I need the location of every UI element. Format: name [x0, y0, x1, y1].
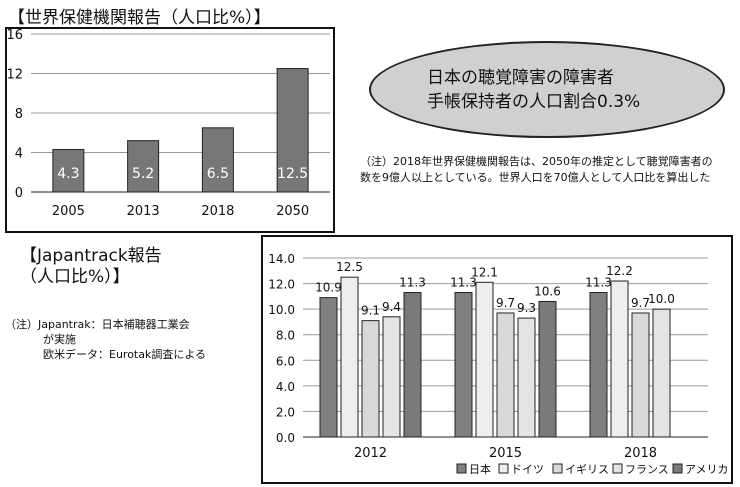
data-label: 10.0: [648, 292, 675, 306]
japantrack-title-line-2: （人口比%）】: [20, 267, 130, 287]
y-tick-label: 8.0: [276, 329, 295, 343]
callout-line-2: 手帳保持者の人口割合0.3%: [427, 91, 641, 112]
bar: [454, 292, 473, 438]
y-tick-label: 0: [15, 186, 23, 201]
legend-label: イギリス: [565, 463, 609, 476]
bar: [496, 312, 515, 438]
japantrack-note-line-1: （注）Japantrak：日本補聴器工業会: [5, 318, 190, 331]
bar: [361, 320, 380, 438]
data-label: 9.7: [631, 296, 650, 310]
data-label: 6.5: [207, 166, 229, 182]
x-tick-label: 2013: [127, 204, 160, 219]
y-tick-label: 0.0: [276, 431, 295, 445]
bar: [201, 127, 234, 193]
data-label: 10.9: [315, 281, 342, 295]
bar: [319, 297, 338, 438]
x-tick-label: 2005: [52, 204, 85, 219]
x-tick-label: 2018: [624, 446, 657, 461]
y-tick-label: 4: [15, 147, 23, 162]
data-label: 9.1: [361, 304, 380, 318]
who-chart-note: （注）2018年世界保健機関報告は、2050年の推定として聴覚障害者の数を9億人…: [360, 155, 713, 184]
y-tick-label: 14.0: [268, 252, 295, 266]
who-chart-title: 【世界保健機関報告（人口比%）】: [8, 8, 271, 28]
data-label: 11.3: [450, 276, 477, 290]
data-label: 12.2: [606, 264, 633, 278]
data-label: 9.7: [496, 296, 515, 310]
y-tick-label: 12: [6, 68, 23, 83]
x-tick-label: 2012: [354, 446, 387, 461]
y-tick-label: 12.0: [268, 278, 295, 292]
legend-swatch: [612, 463, 623, 474]
statistic-callout: 日本の聴覚障害の障害者 手帳保持者の人口割合0.3%: [369, 41, 725, 138]
bar: [276, 68, 309, 193]
y-tick-label: 4.0: [276, 380, 295, 394]
chart-frame: [261, 235, 733, 484]
data-label: 4.3: [57, 166, 79, 182]
japantrack-note-line-2: が実施: [43, 333, 76, 346]
bar: [475, 281, 494, 438]
legend-swatch: [672, 463, 683, 474]
data-label: 12.1: [471, 265, 498, 279]
japantrack-note-line-3: 欧米データ：Eurotak調査による: [43, 348, 207, 361]
bar: [52, 149, 85, 193]
x-tick-label: 2050: [276, 204, 309, 219]
bar: [538, 300, 557, 438]
y-tick-label: 8: [15, 107, 23, 122]
legend-label: 日本: [469, 462, 491, 476]
callout-line-1: 日本の聴覚障害の障害者: [427, 67, 614, 88]
bar: [382, 316, 401, 438]
data-label: 11.3: [399, 276, 426, 290]
legend-swatch: [552, 463, 563, 474]
bar: [652, 308, 671, 438]
data-label: 12.5: [336, 260, 363, 274]
bar: [610, 280, 629, 438]
data-label: 9.3: [517, 301, 536, 315]
japantrack-chart-title: 【Japantrack報告 （人口比%）】: [20, 246, 162, 288]
bar: [127, 140, 160, 193]
bar: [403, 292, 422, 438]
legend-swatch: [456, 463, 467, 474]
bar: [589, 292, 608, 438]
bar: [340, 276, 359, 438]
y-tick-label: 16: [6, 28, 23, 43]
data-label: 5.2: [132, 166, 154, 182]
japantrack-chart-note: （注）Japantrak：日本補聴器工業会 が実施 欧米データ：Eurotak調…: [5, 317, 206, 362]
x-tick-label: 2015: [489, 446, 522, 461]
data-label: 10.6: [534, 284, 561, 298]
bar: [517, 317, 536, 438]
y-tick-label: 2.0: [276, 405, 295, 419]
data-label: 11.3: [585, 276, 612, 290]
y-tick-label: 6.0: [276, 354, 295, 368]
japantrack-title-line-1: 【Japantrack報告: [20, 246, 162, 266]
data-label: 12.5: [277, 166, 308, 182]
bar: [631, 312, 650, 438]
chart-frame: [5, 27, 335, 233]
legend-swatch: [498, 463, 509, 474]
y-tick-label: 10.0: [268, 303, 295, 317]
legend-label: フランス: [625, 463, 669, 476]
data-label: 9.4: [382, 300, 401, 314]
legend-label: アメリカ: [685, 463, 728, 476]
x-tick-label: 2018: [201, 204, 234, 219]
legend-label: ドイツ: [511, 463, 544, 476]
